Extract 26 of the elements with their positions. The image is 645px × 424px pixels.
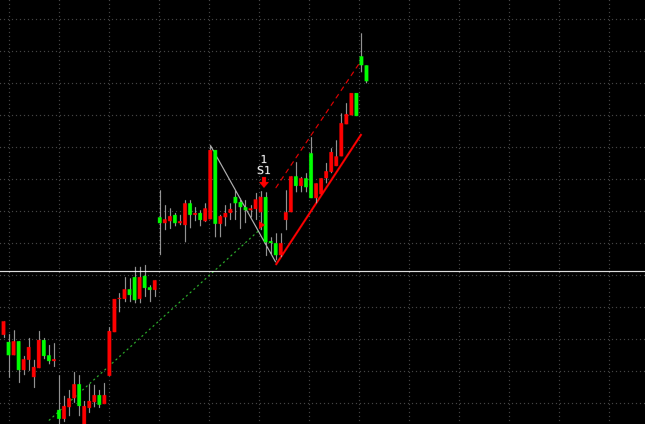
candlestick [244,200,248,224]
candlestick [6,334,10,378]
candlestick [198,210,202,227]
candlestick [278,232,283,258]
candlestick [173,212,177,227]
candlestick [354,92,358,117]
annotation: 1 [260,152,268,166]
candlestick [228,202,232,221]
candlestick [2,320,6,339]
annotation: S1 [257,164,271,177]
candlestick [77,374,82,417]
candlestick [274,232,278,261]
candlestick [299,176,303,193]
candlestick [152,280,157,298]
candlestick [72,372,76,404]
candlestick [97,390,102,408]
candlestick [193,206,197,222]
candlestick [188,200,192,229]
candlestick [360,32,364,73]
candlestick [138,266,142,304]
candlestick [284,190,288,231]
candlestick [52,342,56,368]
candlestick [102,382,106,405]
candlestick [57,374,61,424]
candlestick [294,162,298,193]
candlestick [364,64,368,84]
